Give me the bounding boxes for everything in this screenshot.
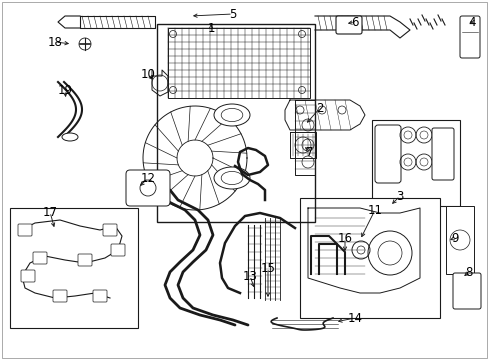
Text: 1: 1: [207, 22, 214, 35]
FancyBboxPatch shape: [374, 125, 400, 183]
Text: 11: 11: [367, 203, 382, 216]
Text: 12: 12: [140, 171, 155, 184]
FancyBboxPatch shape: [21, 270, 35, 282]
Text: 5: 5: [229, 8, 236, 21]
Bar: [157, 24, 314, 222]
Ellipse shape: [214, 104, 249, 126]
FancyBboxPatch shape: [459, 16, 479, 58]
Text: 14: 14: [347, 311, 362, 324]
Text: 15: 15: [260, 261, 275, 274]
FancyBboxPatch shape: [93, 290, 107, 302]
Text: 9: 9: [450, 231, 458, 244]
Text: 7: 7: [305, 145, 313, 158]
Text: 17: 17: [42, 206, 58, 219]
FancyBboxPatch shape: [126, 170, 170, 206]
Bar: [299, 198, 439, 318]
Text: 4: 4: [468, 15, 475, 28]
Text: 6: 6: [350, 15, 358, 28]
FancyBboxPatch shape: [18, 224, 32, 236]
Ellipse shape: [62, 133, 78, 141]
FancyBboxPatch shape: [33, 252, 47, 264]
Bar: [371, 120, 459, 206]
FancyBboxPatch shape: [78, 254, 92, 266]
Bar: [168, 28, 309, 98]
FancyBboxPatch shape: [103, 224, 117, 236]
Text: 16: 16: [337, 231, 352, 244]
Text: 3: 3: [395, 189, 403, 202]
Ellipse shape: [221, 171, 243, 185]
FancyBboxPatch shape: [111, 244, 125, 256]
Ellipse shape: [221, 108, 243, 122]
Text: 13: 13: [242, 270, 257, 283]
Bar: [10, 208, 138, 328]
Text: 10: 10: [140, 68, 155, 81]
Text: 8: 8: [465, 266, 472, 279]
Text: 2: 2: [316, 102, 323, 114]
FancyBboxPatch shape: [431, 128, 453, 180]
Text: 18: 18: [47, 36, 62, 49]
Bar: [445, 206, 473, 274]
FancyBboxPatch shape: [452, 273, 480, 309]
Bar: [303, 216, 382, 284]
FancyBboxPatch shape: [335, 16, 361, 34]
FancyBboxPatch shape: [53, 290, 67, 302]
Ellipse shape: [214, 167, 249, 189]
Text: 19: 19: [58, 84, 72, 96]
